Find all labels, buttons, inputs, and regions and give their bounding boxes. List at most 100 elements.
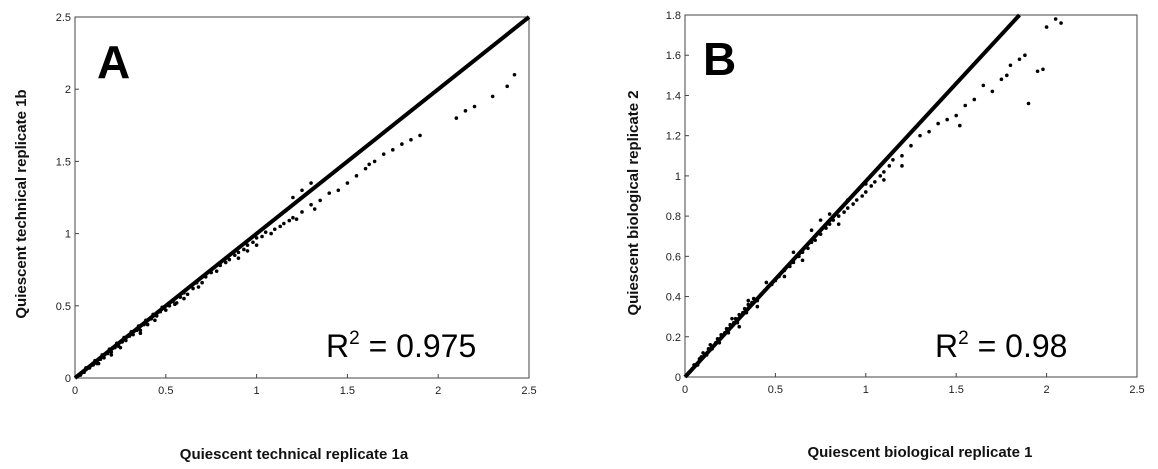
y-axis-label: Quiescent technical replicate 1b	[13, 89, 30, 318]
data-point	[854, 198, 859, 202]
y-tick-label: 1.4	[666, 90, 681, 102]
data-point	[291, 215, 295, 220]
data-point	[809, 228, 814, 232]
y-tick-label: 1	[675, 171, 681, 183]
data-point	[972, 97, 977, 102]
data-point	[1005, 73, 1009, 78]
data-point	[800, 258, 805, 263]
data-point	[1059, 21, 1063, 25]
data-point	[173, 302, 177, 307]
data-point	[1017, 57, 1022, 62]
panel-a: 0 0.5 1 1.5 2 2.5 0 0.5 1 1.5 2 2.5 A R2 = 0.975 Q…	[13, 12, 537, 463]
y-tick-label: 0	[65, 373, 71, 385]
data-point	[400, 142, 404, 146]
data-point	[245, 249, 250, 253]
data-point	[300, 210, 304, 214]
x-tick-label: 1	[254, 385, 260, 397]
data-point	[999, 77, 1004, 82]
x-tick-label: 0	[682, 384, 688, 396]
data-point	[318, 198, 322, 203]
data-point	[118, 345, 123, 350]
data-point	[900, 153, 904, 158]
x-tick-label: 2.5	[1129, 384, 1144, 396]
data-point	[153, 318, 157, 323]
data-point	[981, 83, 986, 88]
data-point	[882, 178, 886, 182]
x-axis-label: Quiescent technical replicate 1a	[180, 446, 409, 463]
data-point	[345, 181, 350, 185]
y-tick-label: 0	[675, 372, 681, 384]
data-point	[278, 224, 283, 229]
data-point	[490, 94, 495, 99]
x-tick-label: 1.5	[340, 385, 355, 397]
data-point	[1035, 69, 1040, 74]
data-point	[145, 322, 150, 327]
data-point	[242, 247, 246, 252]
y-tick-label: 1.5	[56, 156, 71, 168]
data-point	[958, 123, 962, 128]
data-point	[909, 143, 913, 148]
data-point	[294, 217, 299, 221]
data-point	[269, 231, 273, 236]
data-point	[954, 113, 958, 118]
data-point	[918, 133, 922, 138]
data-point	[254, 236, 259, 240]
y-tick-label: 0.2	[666, 332, 681, 344]
data-point	[990, 89, 995, 94]
data-point	[1053, 17, 1058, 21]
data-point	[845, 206, 850, 210]
data-point	[287, 218, 292, 223]
data-point	[200, 280, 204, 285]
data-point	[272, 227, 277, 232]
data-point	[900, 164, 904, 168]
scatter-points	[78, 72, 517, 377]
data-point	[227, 257, 232, 262]
x-tick-label: 2.5	[521, 385, 536, 397]
data-point	[260, 234, 264, 239]
data-point	[891, 158, 895, 162]
data-point	[354, 174, 359, 178]
panel-label: A	[97, 36, 130, 88]
data-point	[927, 129, 931, 134]
data-point	[818, 218, 823, 222]
data-point	[185, 292, 190, 297]
data-point	[291, 195, 295, 200]
data-point	[164, 308, 168, 312]
data-point	[312, 207, 317, 211]
data-point	[138, 331, 143, 336]
x-tick-label: 0.5	[158, 385, 173, 397]
data-point	[1026, 101, 1031, 106]
data-point	[878, 174, 883, 178]
data-point	[96, 361, 101, 366]
data-point	[372, 159, 377, 164]
data-point	[730, 316, 734, 321]
data-point	[418, 133, 422, 138]
data-point	[836, 214, 841, 218]
data-point	[138, 328, 143, 333]
data-point	[1044, 25, 1049, 29]
data-point	[755, 304, 760, 309]
data-point	[236, 250, 241, 255]
y-tick-label: 1.2	[666, 131, 681, 143]
data-point	[864, 190, 868, 194]
data-point	[1008, 63, 1013, 68]
data-point	[463, 109, 468, 113]
data-point	[869, 184, 874, 188]
data-point	[1041, 67, 1045, 72]
y-tick-label: 1	[65, 229, 71, 241]
data-point	[782, 274, 787, 279]
data-point	[182, 296, 186, 301]
data-point	[309, 202, 313, 207]
x-tick-label: 2	[435, 385, 441, 397]
x-axis-ticks: 0 0.5 1 1.5 2 2.5	[72, 374, 537, 397]
y-axis-label: Quiescent biological replicate 2	[625, 90, 642, 315]
data-point	[945, 117, 949, 122]
identity-line	[73, 15, 531, 380]
data-point	[409, 137, 413, 142]
panel-label: B	[703, 33, 736, 85]
data-point	[963, 103, 968, 108]
data-point	[512, 72, 517, 77]
data-point	[746, 298, 751, 303]
data-point	[827, 212, 832, 216]
